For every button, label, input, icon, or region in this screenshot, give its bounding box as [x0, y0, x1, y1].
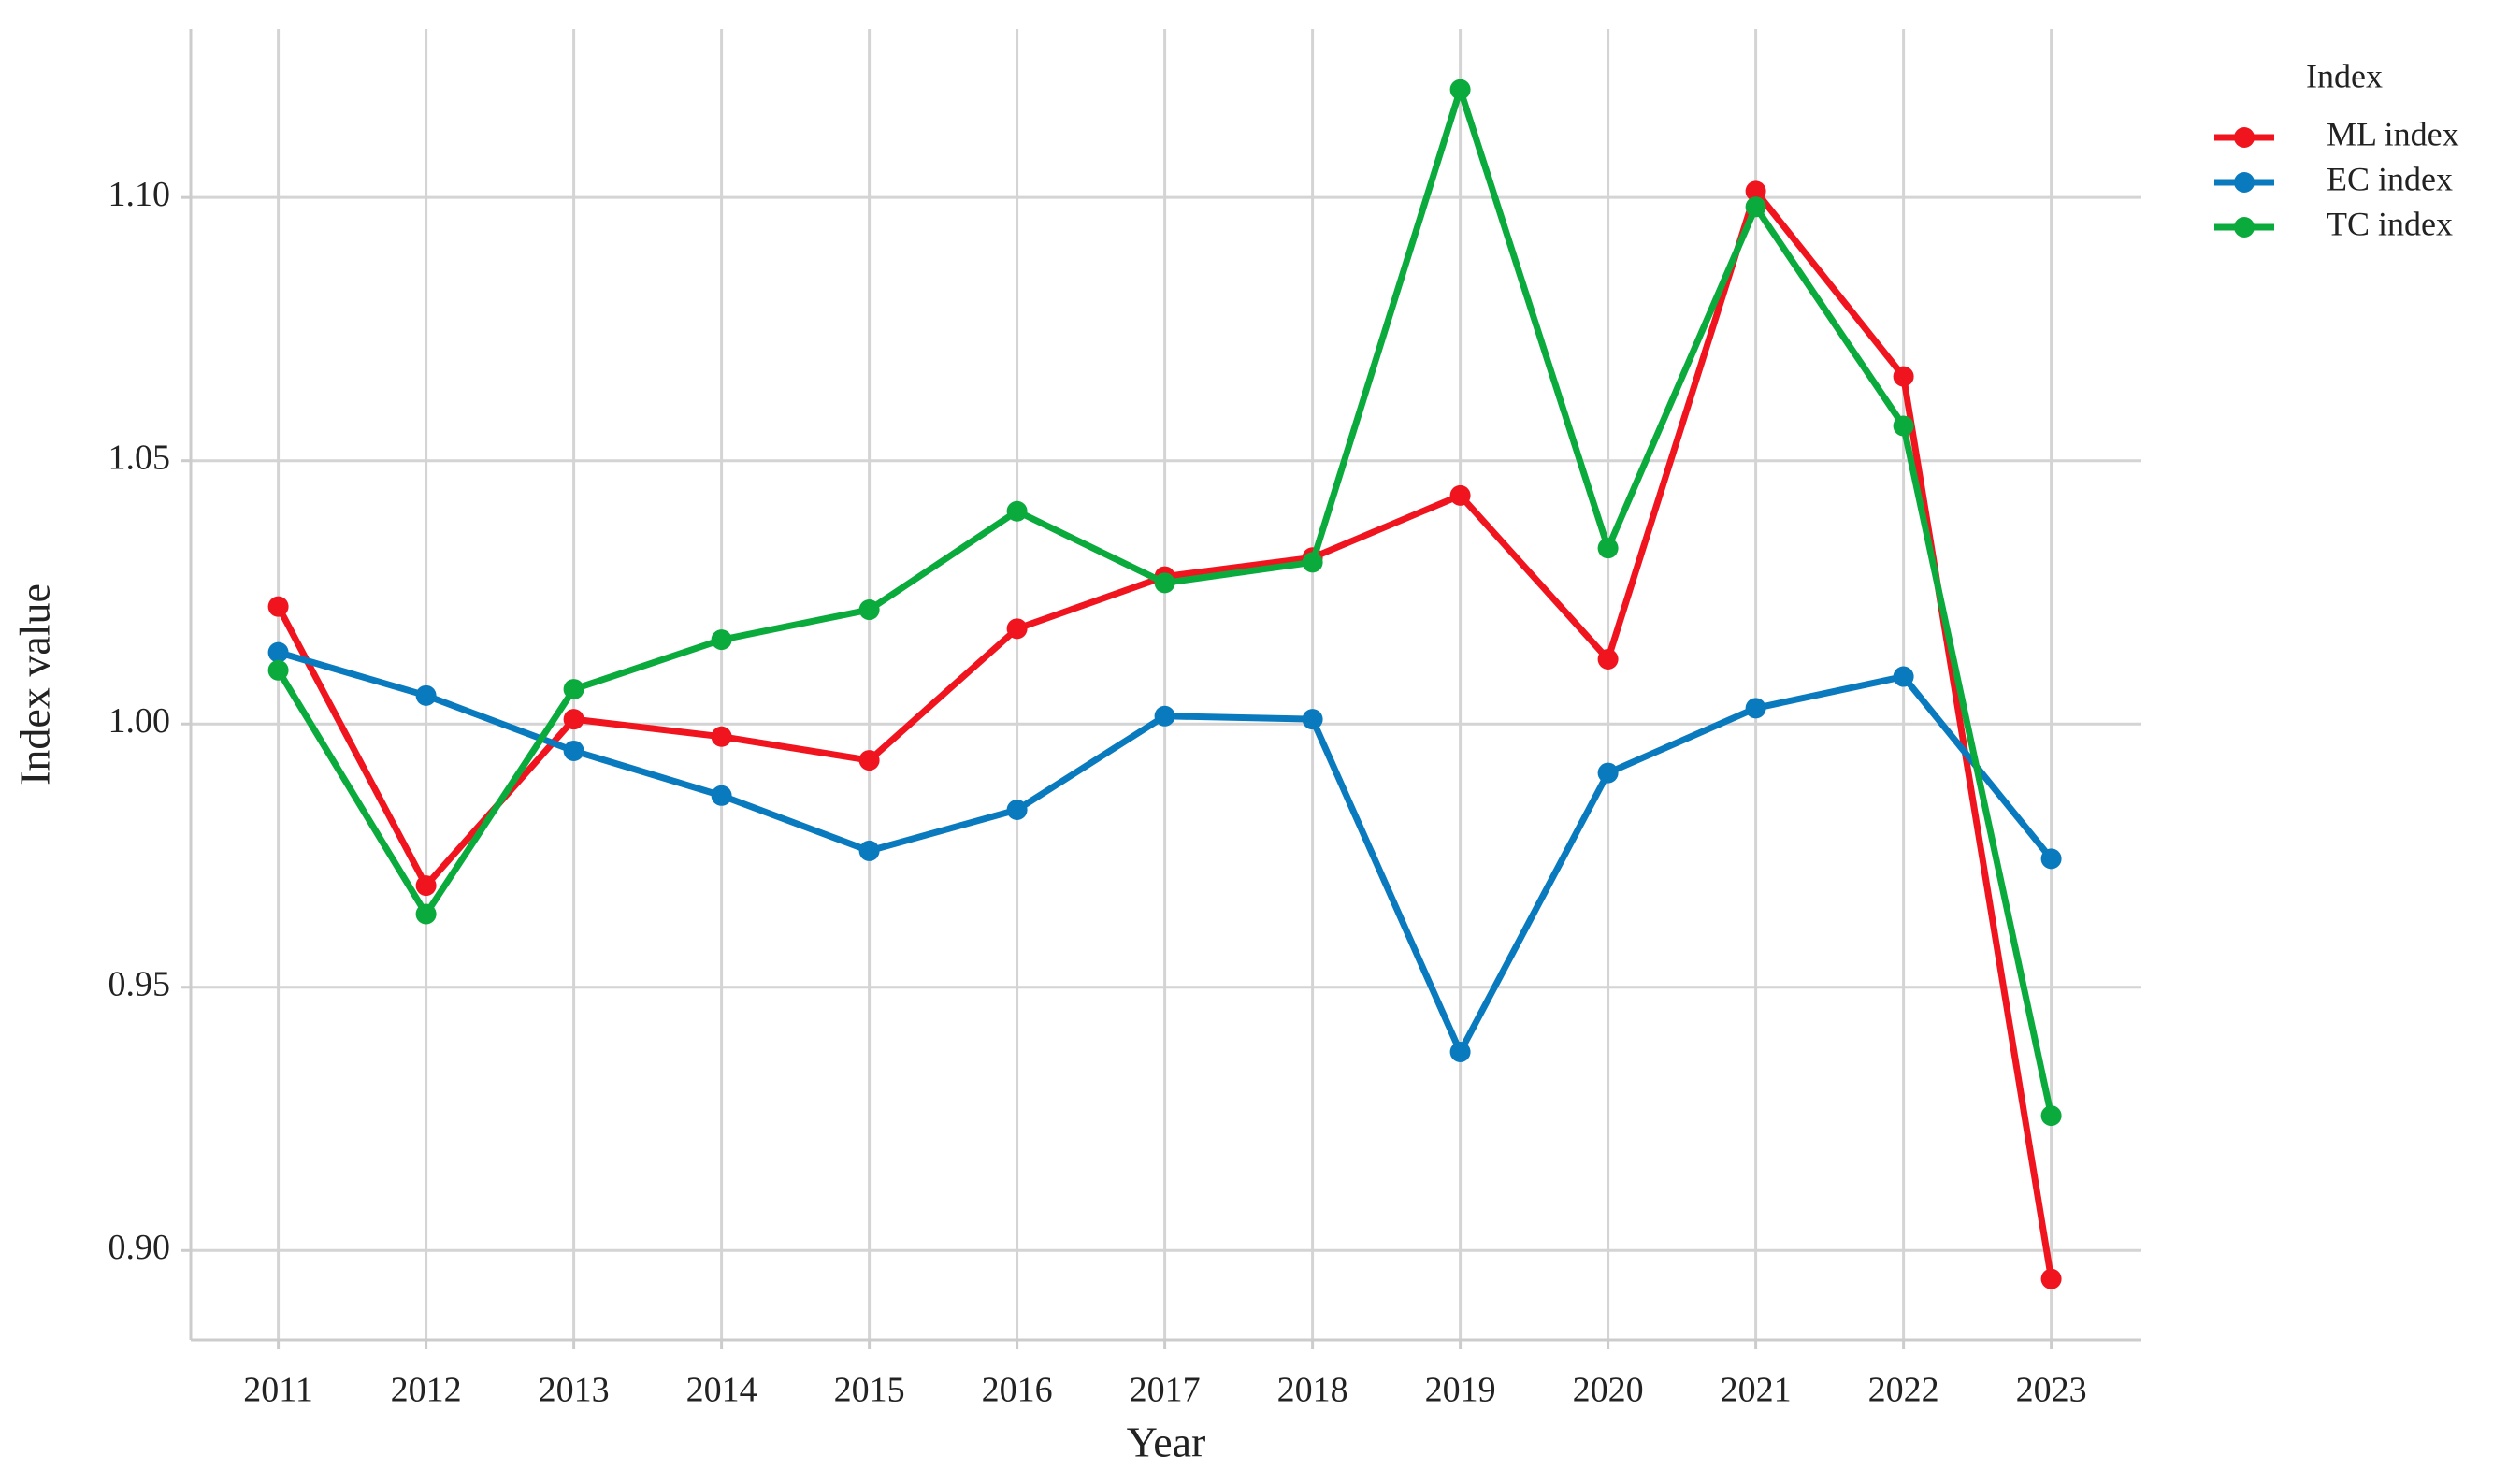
point: [1302, 552, 1323, 573]
point: [1006, 618, 1028, 640]
point: [1745, 698, 1766, 719]
point: [267, 596, 289, 617]
legend-label: EC index: [2327, 160, 2453, 197]
point: [563, 709, 584, 730]
point: [1745, 196, 1766, 218]
point: [563, 740, 584, 761]
point: [711, 726, 732, 747]
x-tick-label: 2017: [1130, 1371, 1201, 1410]
y-axis-title: Index value: [11, 584, 59, 785]
point: [858, 599, 880, 621]
x-tick-label: 2013: [539, 1371, 610, 1410]
x-tick-label: 2023: [2016, 1371, 2087, 1410]
point: [1893, 415, 1914, 437]
point: [1449, 79, 1471, 100]
point: [415, 684, 437, 706]
y-tick-label: 0.95: [108, 964, 171, 1003]
legend-marker: [2234, 127, 2255, 148]
y-tick-label: 1.00: [108, 701, 171, 741]
legend-label: TC index: [2327, 205, 2453, 242]
point: [1154, 705, 1175, 727]
point: [1893, 666, 1914, 687]
point: [2040, 848, 2062, 870]
point: [858, 750, 880, 771]
x-axis-title: Year: [1127, 1419, 1206, 1466]
y-tick-label: 1.10: [108, 175, 171, 214]
legend-marker: [2234, 172, 2255, 193]
point: [1006, 800, 1028, 821]
point: [1006, 500, 1028, 522]
point: [267, 659, 289, 681]
point: [415, 875, 437, 897]
x-tick-label: 2016: [982, 1371, 1053, 1410]
point: [711, 785, 732, 806]
legend-title: Index: [2306, 57, 2383, 94]
point: [2040, 1268, 2062, 1289]
y-tick-label: 0.90: [108, 1228, 171, 1267]
legend-marker: [2234, 217, 2255, 238]
x-tick-label: 2011: [243, 1371, 313, 1410]
x-tick-label: 2012: [391, 1371, 462, 1410]
x-tick-label: 2014: [686, 1371, 757, 1410]
point: [563, 679, 584, 700]
point: [1302, 709, 1323, 730]
point: [267, 641, 289, 663]
x-tick-label: 2018: [1277, 1371, 1348, 1410]
x-tick-label: 2021: [1721, 1371, 1792, 1410]
point: [1449, 1042, 1471, 1063]
point: [1745, 180, 1766, 202]
point: [1597, 762, 1619, 784]
x-tick-label: 2020: [1573, 1371, 1644, 1410]
x-tick-label: 2019: [1425, 1371, 1496, 1410]
point: [1449, 484, 1471, 506]
point: [1893, 366, 1914, 387]
point: [1597, 648, 1619, 670]
point: [858, 840, 880, 861]
point: [1154, 572, 1175, 594]
point: [415, 903, 437, 925]
legend-label: ML index: [2327, 115, 2459, 152]
point: [1597, 538, 1619, 559]
point: [2040, 1105, 2062, 1127]
y-tick-label: 1.05: [108, 438, 171, 477]
point: [711, 629, 732, 651]
x-tick-label: 2015: [834, 1371, 905, 1410]
x-tick-label: 2022: [1868, 1371, 1939, 1410]
